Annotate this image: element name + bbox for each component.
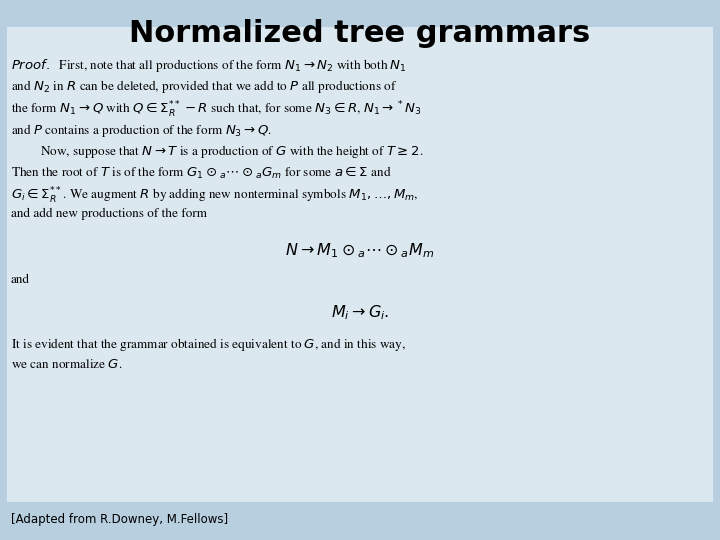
Text: $G_i \in \Sigma_R^{**}$. We augment $R$ by adding new nonterminal symbols $M_1, : $G_i \in \Sigma_R^{**}$. We augment $R$ … bbox=[11, 186, 418, 206]
Text: and add new productions of the form: and add new productions of the form bbox=[11, 208, 207, 220]
Text: the form $N_1 \rightarrow Q$ with $Q \in \Sigma_R^{**} - R$ such that, for some : the form $N_1 \rightarrow Q$ with $Q \in… bbox=[11, 100, 421, 120]
Text: It is evident that the grammar obtained is equivalent to $G$, and in this way,: It is evident that the grammar obtained … bbox=[11, 336, 406, 353]
Text: [Adapted from R.Downey, M.Fellows]: [Adapted from R.Downey, M.Fellows] bbox=[11, 514, 228, 526]
Text: $N \rightarrow M_1 \odot_a \cdots \odot_a M_m$: $N \rightarrow M_1 \odot_a \cdots \odot_… bbox=[285, 241, 435, 260]
Text: $\mathit{Proof.}$  First, note that all productions of the form $N_1 \rightarrow: $\mathit{Proof.}$ First, note that all p… bbox=[11, 57, 407, 73]
Text: Then the root of $T$ is of the form $G_1 \odot_a \cdots \odot_a G_m$ for some $a: Then the root of $T$ is of the form $G_1… bbox=[11, 165, 392, 181]
Text: Normalized tree grammars: Normalized tree grammars bbox=[130, 19, 590, 48]
Text: and $P$ contains a production of the form $N_3 \rightarrow Q$.: and $P$ contains a production of the for… bbox=[11, 122, 272, 138]
FancyBboxPatch shape bbox=[7, 27, 713, 502]
Text: Now, suppose that $N \rightarrow T$ is a production of $G$ with the height of $T: Now, suppose that $N \rightarrow T$ is a… bbox=[40, 143, 423, 160]
Text: and $N_2$ in $R$ can be deleted, provided that we add to $P$ all productions of: and $N_2$ in $R$ can be deleted, provide… bbox=[11, 78, 397, 95]
Text: and: and bbox=[11, 274, 30, 286]
Text: we can normalize $G$.: we can normalize $G$. bbox=[11, 358, 122, 371]
Text: $M_i \rightarrow G_i.$: $M_i \rightarrow G_i.$ bbox=[330, 303, 390, 322]
